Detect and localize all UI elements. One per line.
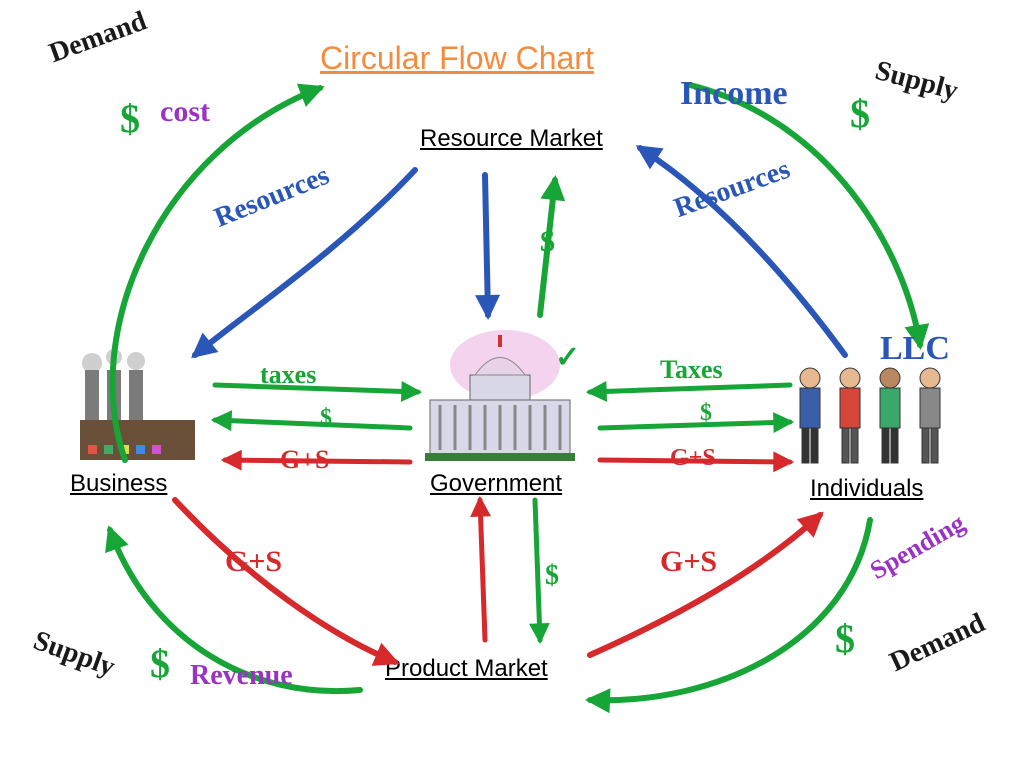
annotation-17: G+S: [225, 545, 282, 579]
arrow-gov-from-resource-blue: [485, 175, 488, 315]
annotation-2: cost: [160, 95, 210, 129]
annotation-20: Revenue: [190, 660, 293, 692]
annotation-19: $: [150, 640, 170, 687]
arrow-biz-taxes-to-gov: [215, 385, 418, 392]
arrow-indiv-to-product-green: [590, 520, 870, 700]
arrow-product-to-gov-red: [480, 500, 485, 640]
arrow-indiv-taxes-to-gov: [590, 385, 790, 392]
annotation-9: $: [540, 225, 555, 259]
annotation-10: ✓: [555, 340, 580, 375]
annotation-5: $: [850, 90, 870, 137]
annotation-15: $: [700, 400, 712, 427]
annotation-22: G+S: [660, 545, 717, 579]
arrow-gov-money-to-biz: [215, 420, 410, 428]
arrow-biz-to-resource-green: [113, 88, 320, 460]
annotation-11: taxes: [260, 360, 316, 390]
annotation-13: G+S: [280, 445, 330, 475]
arrow-product-gs-to-indiv: [590, 515, 820, 655]
annotation-12: $: [320, 405, 332, 432]
diagram-stage: Circular Flow Chart Resource Market Busi…: [0, 0, 1024, 768]
annotation-21: $: [545, 560, 559, 592]
annotation-8: LLC: [880, 330, 950, 368]
arrow-gov-to-product-green: [535, 500, 540, 640]
annotation-1: $: [120, 95, 140, 142]
annotation-14: Taxes: [660, 355, 723, 385]
arrow-biz-gs-to-product: [175, 500, 395, 662]
annotation-23: $: [835, 615, 855, 662]
annotation-4: Income: [680, 75, 788, 113]
arrow-gov-money-to-indiv: [600, 422, 790, 428]
annotation-16: G+S: [670, 445, 716, 472]
